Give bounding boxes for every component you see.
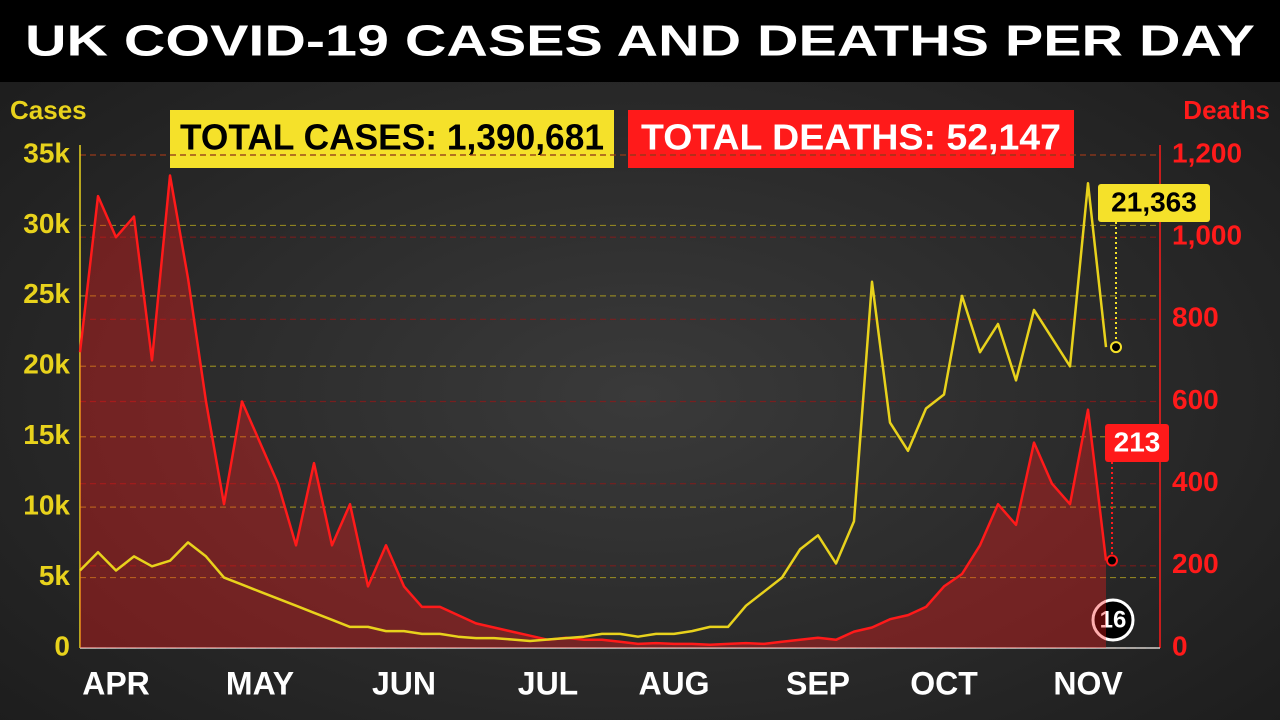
x-tick-label: MAY xyxy=(226,665,294,701)
y2-tick-label: 1,000 xyxy=(1172,220,1242,251)
total-deaths: TOTAL DEATHS: 52,147 xyxy=(641,117,1061,158)
y-tick-label: 0 xyxy=(54,630,70,661)
deaths-area xyxy=(80,175,1106,648)
y2-tick-label: 600 xyxy=(1172,384,1219,415)
y2-tick-label: 1,200 xyxy=(1172,137,1242,168)
y-tick-label: 10k xyxy=(23,490,70,521)
y-tick-label: 35k xyxy=(23,137,70,168)
x-tick-label: APR xyxy=(82,665,150,701)
deaths-line xyxy=(78,174,1108,646)
y-tick-label: 30k xyxy=(23,208,70,239)
y-tick-label: 5k xyxy=(39,560,71,591)
end-point xyxy=(1106,554,1118,567)
value-label-box xyxy=(1098,184,1210,222)
y2-tick-label: 800 xyxy=(1172,302,1219,333)
value-label-box xyxy=(1105,424,1169,462)
total-cases-box xyxy=(170,110,614,168)
date-circle xyxy=(1091,598,1135,642)
y-axis-label: Cases xyxy=(10,95,87,125)
x-tick-label: SEP xyxy=(786,665,850,701)
cases-line xyxy=(79,181,1108,643)
y-tick-label: 20k xyxy=(23,349,70,380)
x-tick-label: OCT xyxy=(910,665,978,701)
total-deaths-box xyxy=(628,110,1074,168)
end-point xyxy=(1110,341,1122,354)
y2-tick-label: 0 xyxy=(1172,630,1188,661)
value-label: 213 xyxy=(1114,426,1161,457)
y2-tick-label: 400 xyxy=(1172,466,1219,497)
title-bar xyxy=(0,0,1280,82)
y-tick-label: 15k xyxy=(23,419,70,450)
x-tick-label: NOV xyxy=(1053,665,1123,701)
value-label: 21,363 xyxy=(1111,186,1197,217)
chart-title: UK COVID-19 CASES AND DEATHS PER DAY xyxy=(25,17,1255,66)
x-tick-label: JUL xyxy=(518,665,578,701)
x-tick-label: AUG xyxy=(638,665,709,701)
date-annotation: 16 xyxy=(1100,606,1127,633)
total-cases: TOTAL CASES: 1,390,681 xyxy=(180,117,604,158)
y-tick-label: 25k xyxy=(23,278,70,309)
x-tick-label: JUN xyxy=(372,665,436,701)
y2-axis-label: Deaths xyxy=(1183,95,1270,125)
y2-tick-label: 200 xyxy=(1172,548,1219,579)
